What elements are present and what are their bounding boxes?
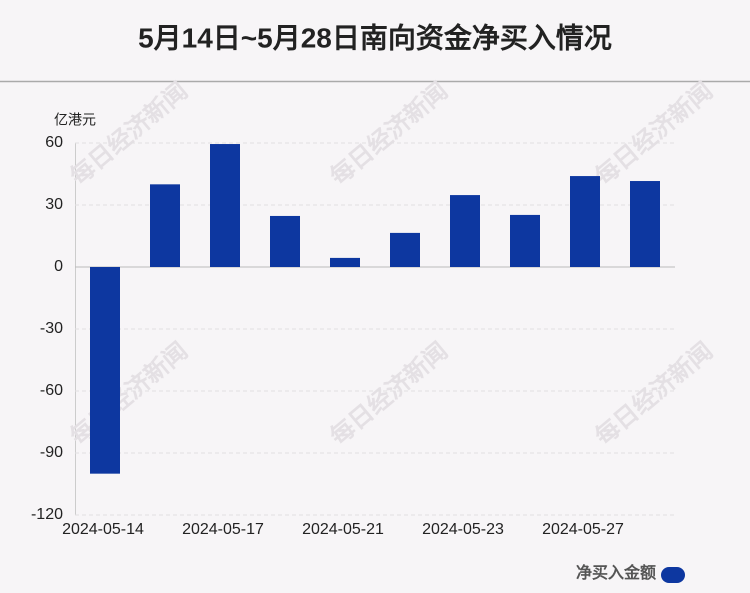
y-tick-label: -120 bbox=[31, 506, 63, 523]
x-tick-label: 2024-05-14 bbox=[62, 521, 144, 538]
bar bbox=[570, 176, 600, 267]
x-tick-label: 2024-05-21 bbox=[302, 521, 384, 538]
y-tick-label: -90 bbox=[40, 444, 63, 461]
legend-swatch bbox=[661, 567, 685, 583]
legend-label: 净买入金额 bbox=[576, 563, 656, 582]
x-tick-label: 2024-05-17 bbox=[182, 521, 264, 538]
chart-title: 5月14日~5月28日南向资金净买入情况 bbox=[138, 21, 612, 53]
y-axis-label: 亿港元 bbox=[54, 112, 96, 128]
y-tick-label: 30 bbox=[45, 196, 63, 213]
bar bbox=[510, 214, 540, 267]
bar bbox=[390, 232, 420, 267]
y-tick-label: -60 bbox=[40, 382, 63, 399]
bar bbox=[630, 181, 660, 267]
y-tick-label: 60 bbox=[45, 134, 63, 151]
y-tick-label: 0 bbox=[54, 258, 63, 275]
x-tick-label: 2024-05-23 bbox=[422, 521, 504, 538]
bar bbox=[150, 184, 180, 267]
bar bbox=[90, 267, 120, 474]
x-tick-label: 2024-05-27 bbox=[542, 521, 624, 538]
bar bbox=[210, 144, 240, 267]
bar bbox=[330, 257, 360, 267]
bar bbox=[270, 215, 300, 267]
bar bbox=[450, 195, 480, 267]
y-tick-label: -30 bbox=[40, 320, 63, 337]
